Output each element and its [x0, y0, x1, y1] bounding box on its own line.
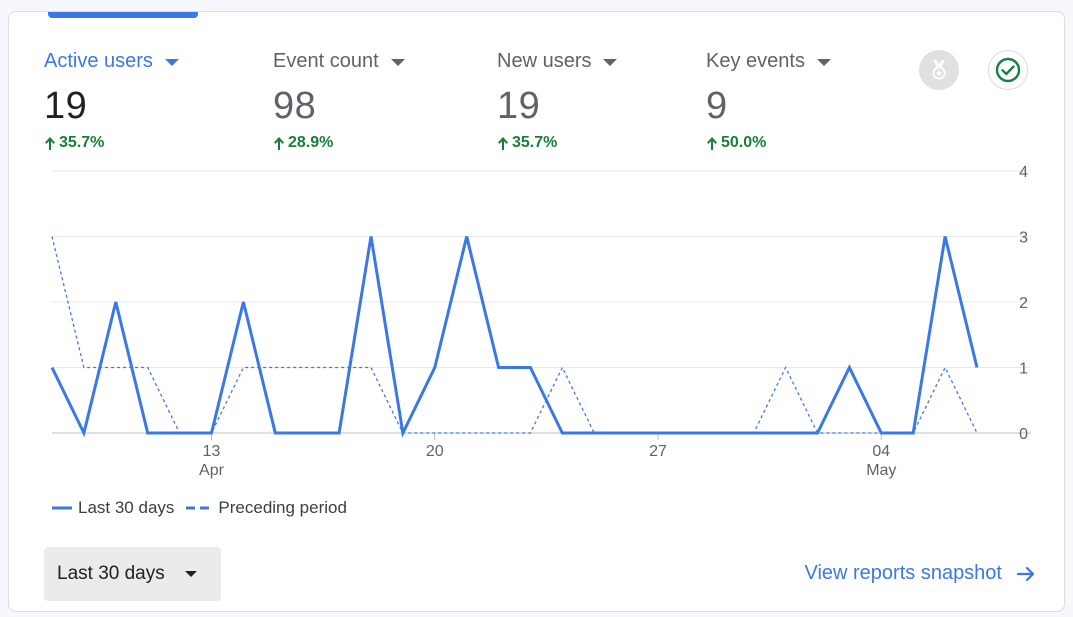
x-tick-label: 27 — [649, 443, 667, 460]
arrow-upward-icon — [498, 136, 508, 150]
arrow-upward-icon — [274, 136, 284, 150]
status-check-button[interactable] — [988, 50, 1028, 90]
metric-label: Event count — [273, 49, 379, 72]
metric-active-users[interactable]: Active users 19 35.7% — [44, 48, 179, 152]
y-tick-label: 1 — [1019, 361, 1028, 378]
view-reports-snapshot-label: View reports snapshot — [804, 562, 1002, 584]
check-circle-icon — [995, 57, 1021, 83]
metric-label: Active users — [44, 49, 153, 72]
chevron-down-icon — [184, 571, 197, 577]
x-tick-label: 13 — [203, 443, 221, 460]
y-tick-label: 3 — [1019, 230, 1028, 247]
x-tick-sublabel: May — [866, 462, 896, 479]
solid-line-icon — [52, 506, 72, 510]
date-range-label: Last 30 days — [57, 563, 165, 584]
arrow-upward-icon — [707, 136, 717, 150]
metric-change: 28.9% — [273, 134, 405, 152]
metric-key-events[interactable]: Key events 9 50.0% — [706, 48, 831, 152]
metric-value: 9 — [706, 85, 728, 127]
legend-item-current: Last 30 days — [52, 498, 174, 518]
metric-event-count[interactable]: Event count 98 28.9% — [273, 48, 405, 152]
metric-label: Key events — [706, 49, 805, 72]
legend-item-previous: Preceding period — [186, 498, 347, 518]
view-reports-snapshot-link[interactable]: View reports snapshot — [804, 562, 1036, 585]
arrow-upward-icon — [45, 136, 55, 150]
metric-change: 50.0% — [706, 134, 831, 152]
x-tick-label: 20 — [426, 443, 444, 460]
metric-change-value: 50.0% — [721, 134, 767, 151]
y-tick-label: 2 — [1019, 295, 1028, 312]
chevron-down-icon — [390, 58, 405, 66]
metric-change-value: 35.7% — [512, 134, 558, 151]
metric-value: 98 — [273, 85, 317, 127]
metric-value: 19 — [44, 85, 88, 127]
chart-legend: Last 30 days Preceding period — [52, 498, 359, 518]
y-tick-label: 4 — [1019, 164, 1028, 181]
metric-change: 35.7% — [497, 134, 617, 152]
insights-button[interactable] — [919, 50, 959, 90]
metric-change-value: 28.9% — [288, 134, 334, 151]
y-tick-label: 0 — [1019, 426, 1028, 443]
chevron-down-icon — [164, 58, 179, 66]
tab-indicator — [48, 12, 198, 18]
date-range-dropdown[interactable]: Last 30 days — [44, 547, 221, 601]
x-tick-sublabel: Apr — [199, 462, 225, 479]
metric-new-users[interactable]: New users 19 35.7% — [497, 48, 618, 152]
series-preceding-period — [51, 236, 978, 434]
overview-card: Active users 19 35.7% Event count 98 28.… — [8, 11, 1065, 612]
dashed-line-icon — [186, 506, 213, 510]
metric-label: New users — [497, 49, 592, 72]
line-chart: 0 1 2 3 4 13 Apr 20 27 04 May — [50, 164, 1031, 479]
chevron-down-icon — [816, 58, 831, 66]
series-last-30-days — [50, 236, 979, 438]
medal-icon — [932, 60, 946, 80]
arrow-forward-icon — [1016, 566, 1035, 581]
metric-change: 35.7% — [44, 134, 179, 152]
legend-label-previous: Preceding period — [218, 498, 347, 517]
chevron-down-icon — [603, 58, 618, 66]
metric-change-value: 35.7% — [59, 134, 105, 151]
metric-value: 19 — [497, 85, 541, 127]
legend-label-current: Last 30 days — [78, 498, 175, 517]
x-tick-label: 04 — [872, 443, 890, 460]
